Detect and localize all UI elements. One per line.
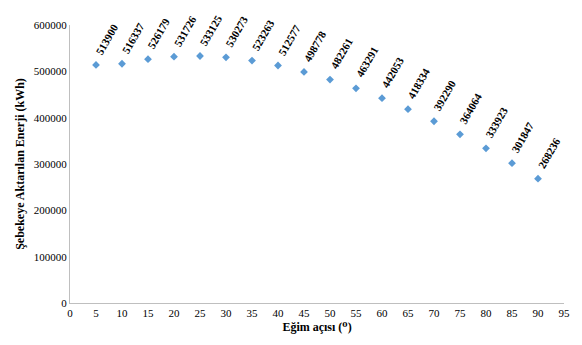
svg-text:512577: 512577	[276, 22, 303, 57]
svg-text:500000: 500000	[34, 65, 68, 77]
svg-text:65: 65	[403, 307, 415, 319]
svg-text:463291: 463291	[354, 44, 381, 79]
svg-text:90: 90	[533, 307, 545, 319]
svg-text:55: 55	[351, 307, 363, 319]
svg-text:533125: 533125	[197, 13, 224, 48]
svg-text:10: 10	[117, 307, 129, 319]
svg-text:513900: 513900	[93, 22, 120, 57]
svg-text:392290: 392290	[431, 78, 458, 113]
svg-text:526179: 526179	[145, 16, 172, 51]
svg-text:70: 70	[429, 307, 441, 319]
svg-text:200000: 200000	[34, 204, 68, 216]
svg-text:80: 80	[481, 307, 493, 319]
svg-text:516337: 516337	[120, 21, 147, 56]
svg-text:95: 95	[559, 307, 571, 319]
svg-text:498778: 498778	[301, 29, 328, 64]
svg-text:268236: 268236	[536, 136, 563, 171]
svg-text:5: 5	[93, 307, 99, 319]
svg-text:523263: 523263	[250, 17, 277, 52]
svg-text:531726: 531726	[172, 14, 199, 49]
svg-text:333923: 333923	[483, 105, 510, 140]
svg-text:40: 40	[273, 307, 285, 319]
svg-text:Şebekeye Aktarılan Enerji (kWh: Şebekeye Aktarılan Enerji (kWh)	[13, 78, 27, 250]
svg-text:100000: 100000	[34, 251, 68, 263]
svg-text:530273: 530273	[223, 14, 250, 49]
svg-text:25: 25	[195, 307, 207, 319]
svg-text:301847: 301847	[509, 120, 536, 155]
svg-text:418334: 418334	[405, 66, 432, 101]
svg-text:75: 75	[455, 307, 467, 319]
svg-text:85: 85	[507, 307, 519, 319]
svg-text:442053: 442053	[379, 55, 406, 90]
svg-text:482261: 482261	[328, 36, 355, 71]
svg-text:45: 45	[299, 307, 311, 319]
svg-text:Eğim açısı (⁰): Eğim açısı (⁰)	[282, 320, 351, 334]
svg-text:400000: 400000	[34, 112, 68, 124]
svg-text:30: 30	[221, 307, 233, 319]
svg-text:0: 0	[61, 297, 67, 309]
svg-text:300000: 300000	[34, 158, 68, 170]
svg-text:364064: 364064	[457, 91, 484, 126]
svg-text:50: 50	[325, 307, 337, 319]
svg-text:600000: 600000	[34, 19, 68, 31]
svg-text:20: 20	[169, 307, 181, 319]
svg-text:0: 0	[67, 307, 73, 319]
svg-text:35: 35	[247, 307, 259, 319]
svg-text:15: 15	[143, 307, 155, 319]
svg-text:60: 60	[377, 307, 389, 319]
